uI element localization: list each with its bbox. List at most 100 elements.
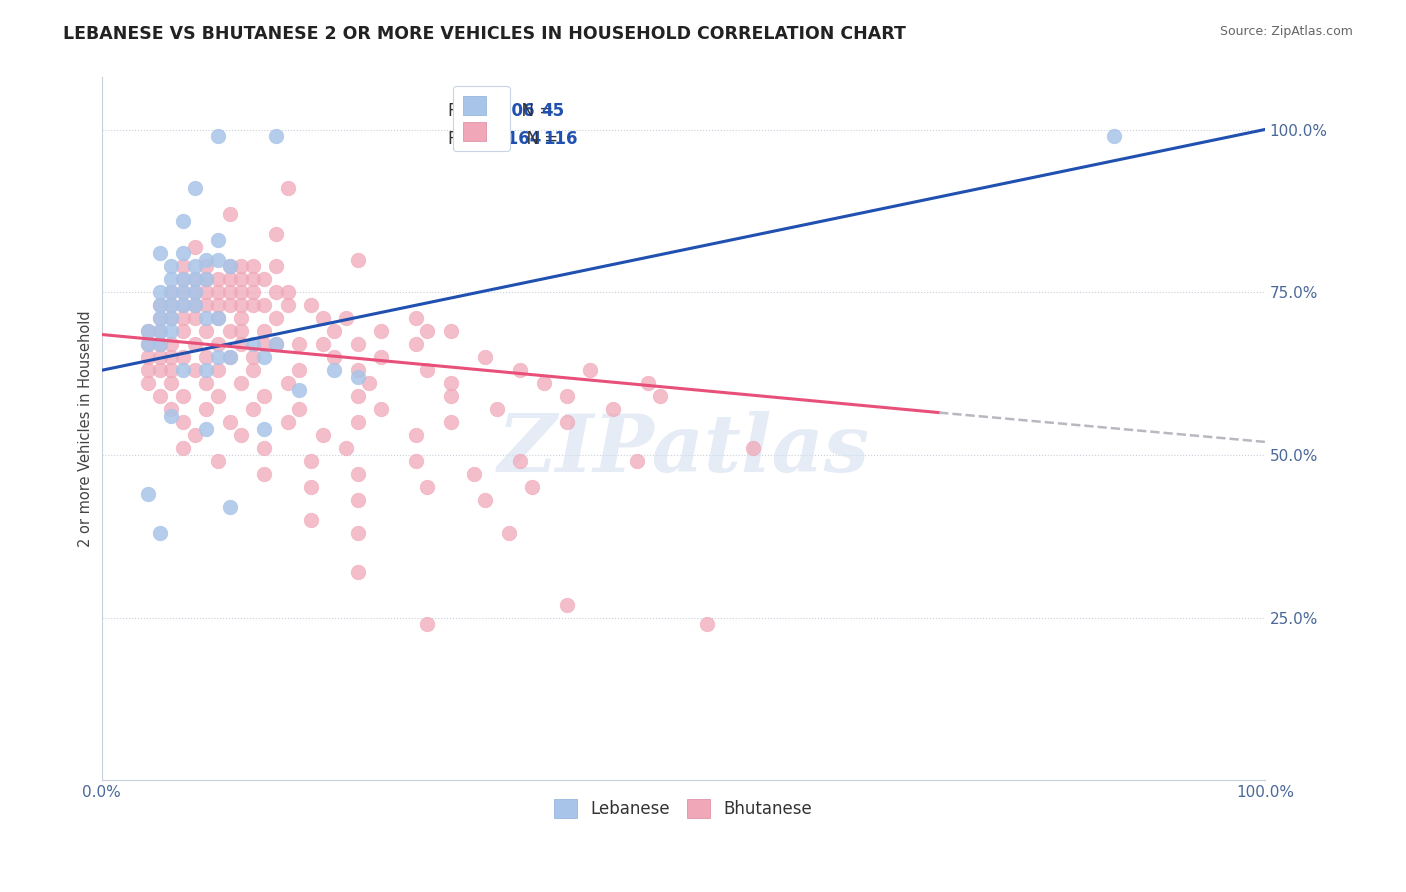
Point [160,311,183,326]
Point [346,467,368,482]
Point [207,311,229,326]
Point [136,324,159,338]
Point [207,128,229,143]
Point [172,363,194,377]
Point [323,324,346,338]
Y-axis label: 2 or more Vehicles in Household: 2 or more Vehicles in Household [79,310,93,547]
Point [160,351,183,365]
Point [183,298,205,312]
Point [207,285,229,300]
Point [346,369,368,384]
Point [160,311,183,326]
Text: LEBANESE VS BHUTANESE 2 OR MORE VEHICLES IN HOUSEHOLD CORRELATION CHART: LEBANESE VS BHUTANESE 2 OR MORE VEHICLES… [63,25,905,43]
Point [218,351,240,365]
Point [648,389,671,403]
Point [264,227,287,241]
Point [242,298,264,312]
Point [160,285,183,300]
Point [579,363,602,377]
Point [253,337,276,351]
Point [172,272,194,286]
Point [299,513,322,527]
Text: 0.306: 0.306 [482,102,534,120]
Point [195,402,218,417]
Text: N =: N = [516,130,562,148]
Text: ZIPatlas: ZIPatlas [498,411,869,489]
Point [416,617,439,632]
Point [288,402,311,417]
Point [509,454,531,468]
Point [149,337,172,351]
Point [183,337,205,351]
Point [463,467,485,482]
Point [195,363,218,377]
Point [183,363,205,377]
Point [439,416,461,430]
Point [1102,128,1125,143]
Point [264,128,287,143]
Point [172,213,194,227]
Point [346,252,368,267]
Point [160,363,183,377]
Point [323,363,346,377]
Point [218,207,240,221]
Point [242,363,264,377]
Point [149,526,172,541]
Point [218,416,240,430]
Point [416,480,439,494]
Point [416,363,439,377]
Point [207,272,229,286]
Point [172,389,194,403]
Point [136,337,159,351]
Point [160,324,183,338]
Point [626,454,648,468]
Point [160,409,183,423]
Point [160,337,183,351]
Point [183,181,205,195]
Point [183,272,205,286]
Point [311,337,333,351]
Point [474,351,496,365]
Point [218,259,240,273]
Point [195,252,218,267]
Point [160,285,183,300]
Point [288,337,311,351]
Point [172,442,194,456]
Point [218,298,240,312]
Point [555,416,578,430]
Point [346,389,368,403]
Point [195,272,218,286]
Point [183,240,205,254]
Point [370,324,392,338]
Point [231,337,253,351]
Point [231,324,253,338]
Point [277,376,299,391]
Point [149,324,172,338]
Point [439,376,461,391]
Point [149,246,172,260]
Point [218,272,240,286]
Point [405,337,427,351]
Point [288,363,311,377]
Point [136,351,159,365]
Point [231,272,253,286]
Point [160,272,183,286]
Point [231,285,253,300]
Point [231,428,253,442]
Point [172,259,194,273]
Point [136,337,159,351]
Point [136,487,159,501]
Point [370,351,392,365]
Point [183,285,205,300]
Point [277,181,299,195]
Point [346,493,368,508]
Point [264,337,287,351]
Point [195,351,218,365]
Point [149,311,172,326]
Point [555,598,578,612]
Text: Source: ZipAtlas.com: Source: ZipAtlas.com [1219,25,1353,38]
Point [207,311,229,326]
Point [183,259,205,273]
Text: R =: R = [449,130,484,148]
Point [149,337,172,351]
